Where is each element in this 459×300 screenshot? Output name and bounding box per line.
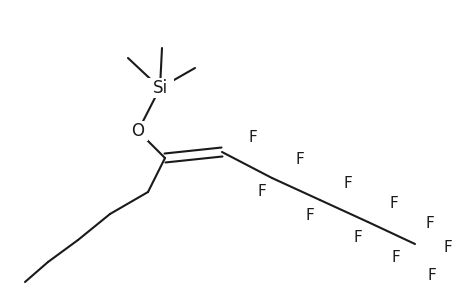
Bar (386, 195, 400, 211)
Bar (440, 240, 454, 256)
Text: F: F (257, 184, 266, 200)
Bar (350, 230, 364, 246)
Text: F: F (295, 152, 304, 167)
Text: O: O (131, 122, 144, 140)
Text: Si: Si (152, 79, 167, 97)
Text: F: F (353, 230, 362, 245)
Bar (302, 207, 316, 223)
Text: F: F (305, 208, 313, 223)
Bar (128, 121, 148, 141)
Text: F: F (248, 130, 257, 146)
Bar (246, 130, 259, 146)
Bar (292, 152, 306, 168)
Text: F: F (389, 196, 397, 211)
Bar (254, 184, 269, 200)
Bar (340, 175, 354, 191)
Text: F: F (425, 215, 433, 230)
Text: F: F (343, 176, 352, 190)
Bar (422, 215, 436, 231)
Bar (146, 78, 174, 98)
Text: F: F (427, 268, 436, 283)
Bar (424, 267, 438, 283)
Text: F: F (442, 241, 451, 256)
Text: F: F (391, 250, 399, 266)
Bar (388, 250, 402, 266)
